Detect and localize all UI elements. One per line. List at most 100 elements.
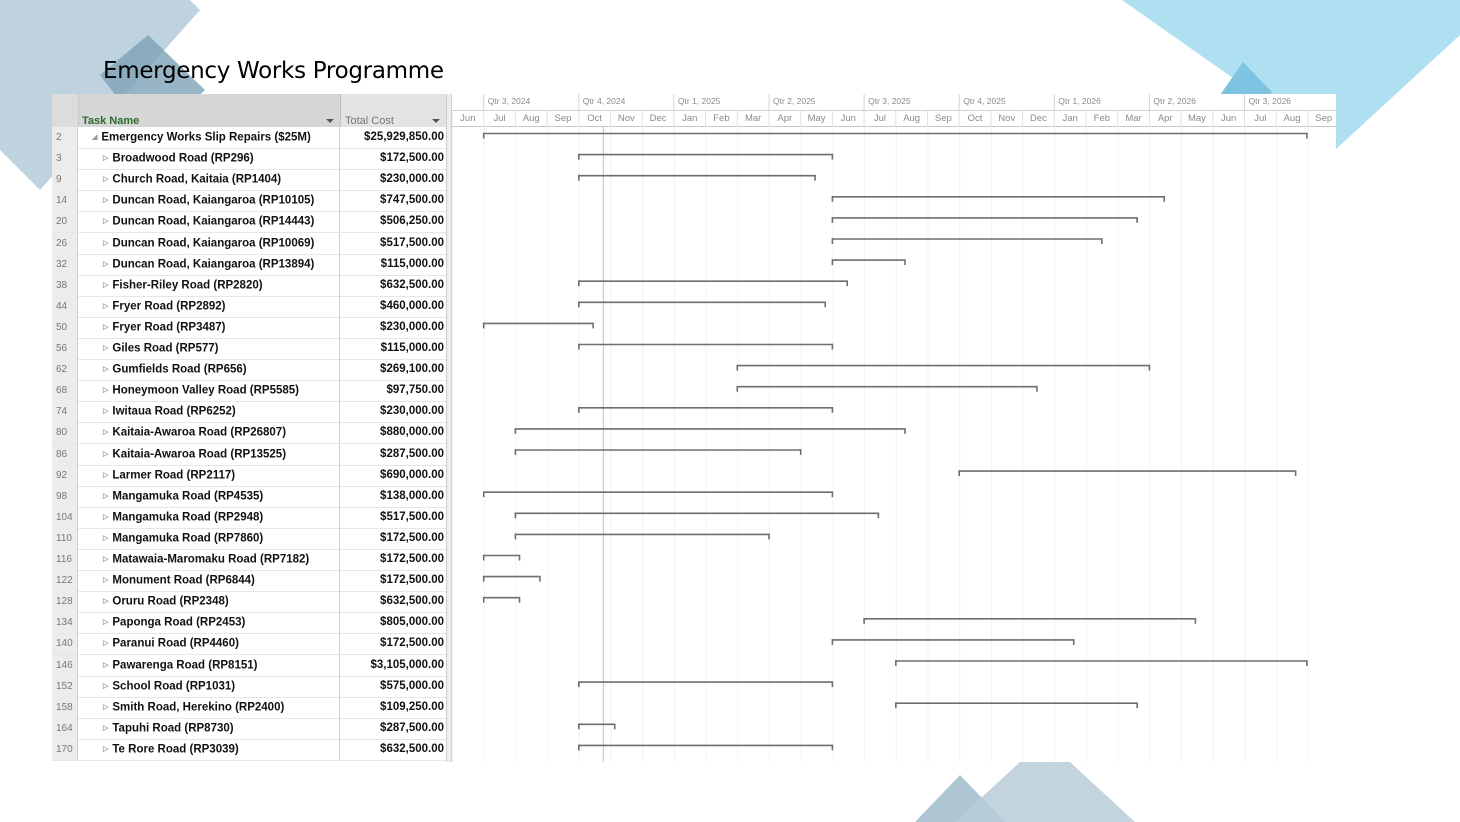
row-id[interactable]: 98 xyxy=(52,485,78,507)
task-row[interactable]: 98 ▷ Mangamuka Road (RP4535) $138,000.00 xyxy=(52,485,446,508)
task-name-cell[interactable]: ▷ Fisher-Riley Road (RP2820) xyxy=(79,274,340,296)
task-name-cell[interactable]: ▷ Matawaia-Maromaku Road (RP7182) xyxy=(79,549,340,570)
total-cost-cell[interactable]: $230,000.00 xyxy=(380,320,444,333)
task-name-cell[interactable]: ▷ Monument Road (RP6844) xyxy=(79,570,340,592)
total-cost-cell[interactable]: $109,250.00 xyxy=(380,700,444,713)
task-bar[interactable] xyxy=(894,702,1138,709)
task-bar[interactable] xyxy=(736,385,1038,392)
total-cost-cell[interactable]: $460,000.00 xyxy=(380,299,444,312)
row-id[interactable]: 86 xyxy=(52,443,78,465)
task-row[interactable]: 74 ▷ Iwitaua Road (RP6252) $230,000.00 xyxy=(52,401,446,424)
expand-icon[interactable]: ▷ xyxy=(103,176,109,184)
expand-icon[interactable]: ▷ xyxy=(103,598,109,606)
row-id[interactable]: 128 xyxy=(52,591,78,613)
task-row[interactable]: 2 ◢ Emergency Works Slip Repairs ($25M) $25… xyxy=(52,127,446,149)
task-name-cell[interactable]: ▷ Paponga Road (RP2453) xyxy=(79,612,340,634)
row-id[interactable]: 68 xyxy=(52,380,78,402)
total-cost-cell[interactable]: $230,000.00 xyxy=(380,405,444,418)
total-cost-cell[interactable]: $172,500.00 xyxy=(380,152,444,165)
task-bar[interactable] xyxy=(578,153,834,160)
task-row[interactable]: 152 ▷ School Road (RP1031) $575,000.00 xyxy=(52,675,446,698)
row-id[interactable]: 146 xyxy=(52,654,78,676)
task-bar[interactable] xyxy=(958,470,1297,477)
task-row[interactable]: 38 ▷ Fisher-Riley Road (RP2820) $632,500.00 xyxy=(52,274,446,297)
task-row[interactable]: 50 ▷ Fryer Road (RP3487) $230,000.00 xyxy=(52,316,446,339)
task-bar[interactable] xyxy=(482,554,521,561)
task-row[interactable]: 116 ▷ Matawaia-Maromaku Road (RP7182) $172,… xyxy=(52,549,446,571)
total-cost-cell[interactable]: $3,105,000.00 xyxy=(370,658,444,671)
task-bar[interactable] xyxy=(578,723,616,730)
task-bar[interactable] xyxy=(831,639,1075,645)
task-name-cell[interactable]: ▷ Fryer Road (RP2892) xyxy=(79,295,340,317)
row-id[interactable]: 104 xyxy=(52,506,78,528)
total-cost-cell[interactable]: $575,000.00 xyxy=(380,679,444,692)
row-id[interactable]: 170 xyxy=(52,738,78,760)
total-cost-cell[interactable]: $172,500.00 xyxy=(380,553,444,565)
collapse-icon[interactable]: ◢ xyxy=(92,134,98,141)
task-row[interactable]: 128 ▷ Oruru Road (RP2348) $632,500.00 xyxy=(52,591,446,614)
row-id[interactable]: 32 xyxy=(52,253,78,275)
task-bar[interactable] xyxy=(514,533,770,540)
task-row[interactable]: 104 ▷ Mangamuka Road (RP2948) $517,500.00 xyxy=(52,506,446,529)
row-id[interactable]: 116 xyxy=(52,549,78,570)
task-bar[interactable] xyxy=(482,575,541,582)
expand-icon[interactable]: ▷ xyxy=(103,619,109,627)
task-name-cell[interactable]: ◢ Emergency Works Slip Repairs ($25M) xyxy=(79,127,340,148)
total-cost-cell[interactable]: $517,500.00 xyxy=(380,510,444,523)
expand-icon[interactable]: ▷ xyxy=(103,345,109,352)
total-cost-cell[interactable]: $632,500.00 xyxy=(380,278,444,291)
task-bar[interactable] xyxy=(578,406,834,413)
task-row[interactable]: 170 ▷ Te Rore Road (RP3039) $632,500.00 xyxy=(52,738,446,761)
pane-splitter[interactable] xyxy=(446,94,452,762)
expand-icon[interactable]: ▷ xyxy=(103,492,109,500)
total-cost-cell[interactable]: $287,500.00 xyxy=(380,721,444,734)
task-row[interactable]: 26 ▷ Duncan Road, Kaiangaroa (RP10069) $517… xyxy=(52,232,446,255)
task-bar[interactable] xyxy=(578,343,834,350)
task-name-cell[interactable]: ▷ Duncan Road, Kaiangaroa (RP10105) xyxy=(79,190,340,212)
task-name-cell[interactable]: ▷ Oruru Road (RP2348) xyxy=(79,591,340,613)
total-cost-cell[interactable]: $506,250.00 xyxy=(380,215,444,228)
task-row[interactable]: 44 ▷ Fryer Road (RP2892) $460,000.00 xyxy=(52,295,446,318)
task-name-cell[interactable]: ▷ Te Rore Road (RP3039) xyxy=(79,738,340,760)
task-bar[interactable] xyxy=(578,681,834,688)
row-id[interactable]: 92 xyxy=(52,464,78,486)
task-row[interactable]: 9 ▷ Church Road, Kaitaia (RP1404) $230,000.… xyxy=(52,169,446,192)
row-id[interactable]: 110 xyxy=(52,527,78,549)
expand-icon[interactable]: ▷ xyxy=(103,323,109,331)
row-id[interactable]: 38 xyxy=(52,274,78,296)
task-bar[interactable] xyxy=(831,217,1138,223)
row-id[interactable]: 26 xyxy=(52,232,78,254)
row-id[interactable]: 80 xyxy=(52,422,78,444)
task-name-cell[interactable]: ▷ Pawarenga Road (RP8151) xyxy=(79,654,340,676)
row-id[interactable]: 122 xyxy=(52,570,78,592)
total-cost-cell[interactable]: $25,929,850.00 xyxy=(364,131,444,143)
total-cost-cell[interactable]: $172,500.00 xyxy=(380,637,444,650)
expand-icon[interactable]: ▷ xyxy=(103,703,109,711)
total-cost-cell[interactable]: $172,500.00 xyxy=(380,574,444,587)
task-name-cell[interactable]: ▷ Gumfields Road (RP656) xyxy=(79,359,340,381)
task-name-cell[interactable]: ▷ Larmer Road (RP2117) xyxy=(79,464,340,486)
task-bar[interactable] xyxy=(863,617,1197,624)
expand-icon[interactable]: ▷ xyxy=(103,471,109,479)
row-id[interactable]: 44 xyxy=(52,295,78,317)
task-row[interactable]: 134 ▷ Paponga Road (RP2453) $805,000.00 xyxy=(52,612,446,635)
summary-bar[interactable] xyxy=(482,132,1308,139)
task-bar[interactable] xyxy=(894,660,1308,666)
column-header-task-name[interactable]: Task Name xyxy=(79,94,341,127)
task-row[interactable]: 158 ▷ Smith Road, Herekino (RP2400) $109,25… xyxy=(52,696,446,719)
task-row[interactable]: 164 ▷ Tapuhi Road (RP8730) $287,500.00 xyxy=(52,717,446,740)
row-id[interactable]: 9 xyxy=(52,169,78,191)
task-bar[interactable] xyxy=(514,428,906,434)
total-cost-cell[interactable]: $269,100.00 xyxy=(380,363,444,376)
expand-icon[interactable]: ▷ xyxy=(103,724,109,732)
task-row[interactable]: 140 ▷ Paranui Road (RP4460) $172,500.00 xyxy=(52,633,446,656)
expand-icon[interactable]: ▷ xyxy=(103,640,109,648)
expand-icon[interactable]: ▷ xyxy=(103,556,109,563)
expand-icon[interactable]: ▷ xyxy=(103,197,109,205)
expand-icon[interactable]: ▷ xyxy=(103,429,109,437)
total-cost-cell[interactable]: $172,500.00 xyxy=(380,531,444,544)
task-row[interactable]: 92 ▷ Larmer Road (RP2117) $690,000.00 xyxy=(52,464,446,487)
total-cost-cell[interactable]: $115,000.00 xyxy=(380,257,444,270)
expand-icon[interactable]: ▷ xyxy=(103,218,109,226)
total-cost-cell[interactable]: $517,500.00 xyxy=(380,236,444,249)
